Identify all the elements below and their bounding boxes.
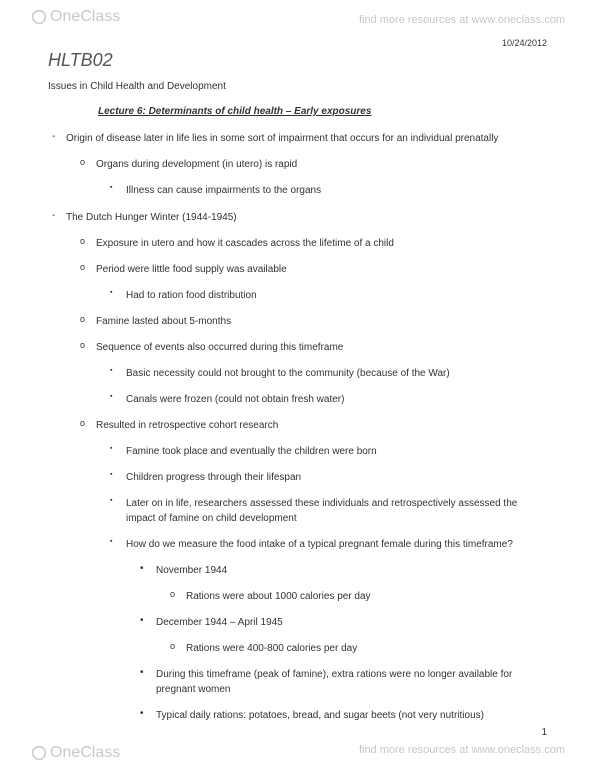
bullet-text: Rations were about 1000 calories per day [186, 591, 371, 602]
date: 10/24/2012 [48, 38, 547, 48]
list-item: Famine took place and eventually the chi… [96, 444, 547, 459]
bullet-text: November 1944 [156, 565, 227, 576]
bullet-text: Famine took place and eventually the chi… [126, 446, 377, 457]
list-item: December 1944 – April 1945 Rations were … [126, 615, 547, 656]
bullet-list: Origin of disease later in life lies in … [48, 131, 547, 723]
bullet-text: Rations were 400-800 calories per day [186, 643, 357, 654]
bullet-text: Children progress through their lifespan [126, 472, 301, 483]
list-item: During this timeframe (peak of famine), … [126, 667, 547, 697]
watermark-top: OneClass [30, 8, 120, 26]
bullet-text: Resulted in retrospective cohort researc… [96, 420, 278, 431]
bullet-text: During this timeframe (peak of famine), … [156, 669, 512, 695]
page-number: 1 [541, 727, 547, 738]
find-more-top: find more resources at www.oneclass.com [359, 14, 565, 26]
course-code: HLTB02 [48, 50, 547, 71]
bullet-text: Later on in life, researchers assessed t… [126, 498, 517, 524]
bullet-text: Organs during development (in utero) is … [96, 159, 297, 170]
list-item: Basic necessity could not brought to the… [96, 366, 547, 381]
list-item: Children progress through their lifespan [96, 470, 547, 485]
bullet-text: Sequence of events also occurred during … [96, 342, 343, 353]
course-title: Issues in Child Health and Development [48, 81, 547, 92]
bullet-text: Period were little food supply was avail… [96, 264, 287, 275]
list-item: November 1944 Rations were about 1000 ca… [126, 563, 547, 604]
watermark-bottom: OneClass [30, 744, 120, 762]
list-item: Canals were frozen (could not obtain fre… [96, 392, 547, 407]
list-item: How do we measure the food intake of a t… [96, 537, 547, 723]
logo-text: OneClass [50, 8, 120, 26]
bullet-text: Had to ration food distribution [126, 290, 257, 301]
bullet-text: Canals were frozen (could not obtain fre… [126, 394, 344, 405]
list-item: Typical daily rations: potatoes, bread, … [126, 708, 547, 723]
bullet-text: Origin of disease later in life lies in … [66, 133, 498, 144]
list-item: Sequence of events also occurred during … [66, 340, 547, 407]
bullet-text: Illness can cause impairments to the org… [126, 185, 321, 196]
bullet-text: December 1944 – April 1945 [156, 617, 283, 628]
list-item: Had to ration food distribution [96, 288, 547, 303]
list-item: The Dutch Hunger Winter (1944-1945) Expo… [48, 210, 547, 723]
bullet-text: Exposure in utero and how it cascades ac… [96, 238, 394, 249]
logo-text: OneClass [50, 744, 120, 762]
list-item: Period were little food supply was avail… [66, 262, 547, 303]
list-item: Illness can cause impairments to the org… [96, 183, 547, 198]
find-more-bottom: find more resources at www.oneclass.com [359, 744, 565, 756]
list-item: Organs during development (in utero) is … [66, 157, 547, 198]
bullet-text: The Dutch Hunger Winter (1944-1945) [66, 212, 237, 223]
bullet-text: Basic necessity could not brought to the… [126, 368, 450, 379]
logo-icon [30, 8, 48, 26]
lecture-title: Lecture 6: Determinants of child health … [98, 106, 547, 117]
list-item: Resulted in retrospective cohort researc… [66, 418, 547, 723]
page-body: 10/24/2012 HLTB02 Issues in Child Health… [0, 0, 595, 775]
list-item: Rations were about 1000 calories per day [156, 589, 547, 604]
list-item: Exposure in utero and how it cascades ac… [66, 236, 547, 251]
list-item: Origin of disease later in life lies in … [48, 131, 547, 198]
bullet-text: Famine lasted about 5-months [96, 316, 231, 327]
list-item: Famine lasted about 5-months [66, 314, 547, 329]
list-item: Later on in life, researchers assessed t… [96, 496, 547, 526]
logo-icon [30, 744, 48, 762]
bullet-text: How do we measure the food intake of a t… [126, 539, 513, 550]
list-item: Rations were 400-800 calories per day [156, 641, 547, 656]
bullet-text: Typical daily rations: potatoes, bread, … [156, 710, 484, 721]
